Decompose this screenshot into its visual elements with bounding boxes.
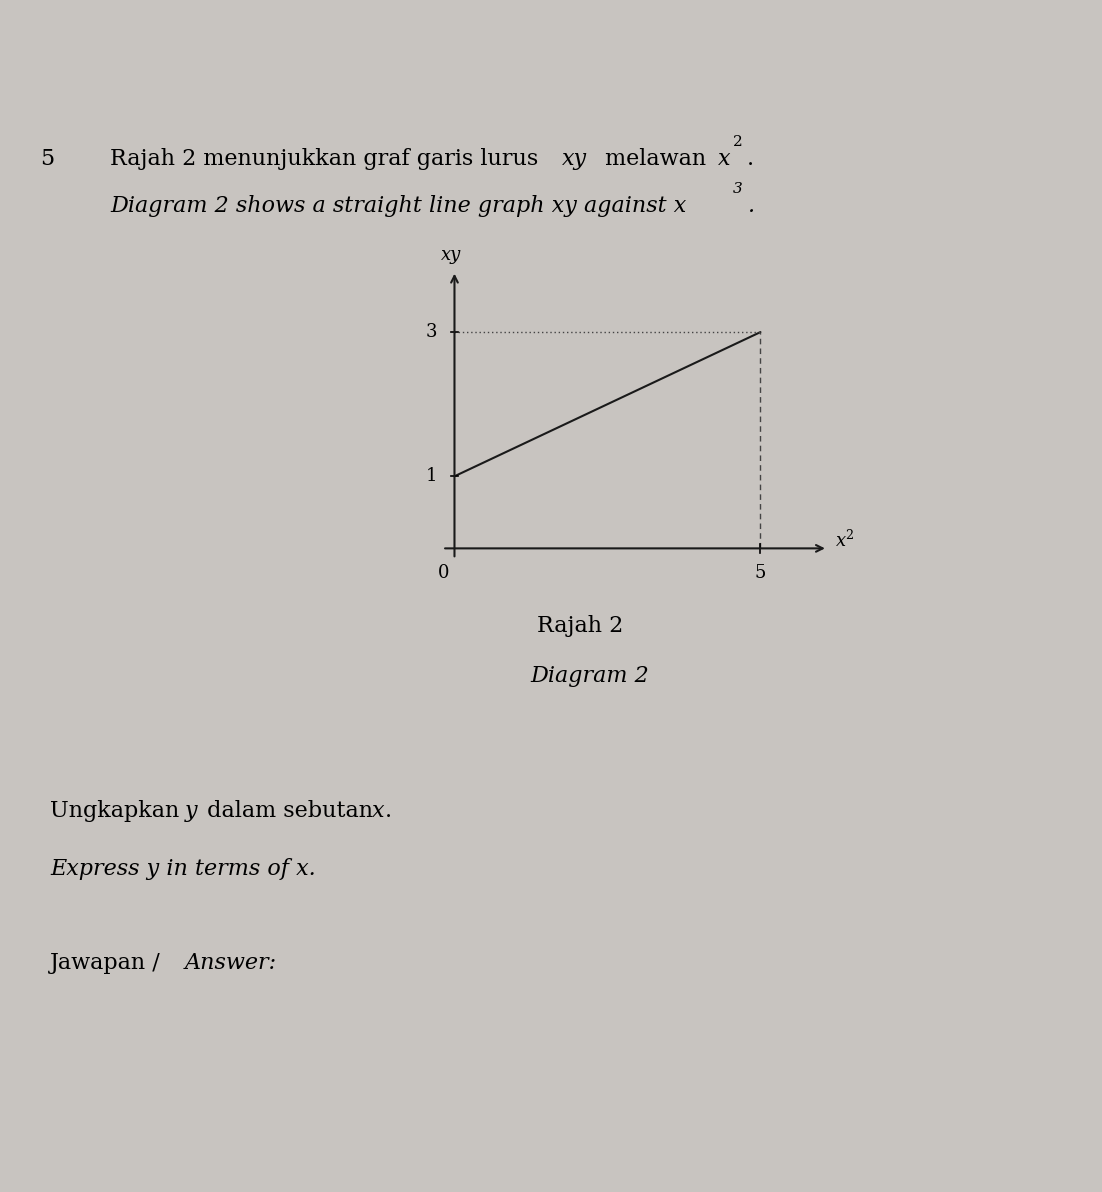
Text: Ungkapkan: Ungkapkan xyxy=(50,800,186,822)
Text: melawan: melawan xyxy=(598,148,713,170)
Text: 2: 2 xyxy=(733,135,743,149)
Text: Rajah 2: Rajah 2 xyxy=(537,615,623,637)
Text: .: . xyxy=(747,195,754,217)
Text: dalam sebutan: dalam sebutan xyxy=(199,800,380,822)
Text: 5: 5 xyxy=(755,564,766,582)
Text: Diagram 2 shows a straight line graph xy against x: Diagram 2 shows a straight line graph xy… xyxy=(110,195,687,217)
Text: Rajah 2 menunjukkan graf garis lurus: Rajah 2 menunjukkan graf garis lurus xyxy=(110,148,545,170)
Text: .: . xyxy=(747,148,754,170)
Text: $x^2$: $x^2$ xyxy=(835,529,855,551)
Text: Diagram 2: Diagram 2 xyxy=(531,665,649,687)
Text: 3: 3 xyxy=(733,182,743,195)
Text: xy: xy xyxy=(562,148,587,170)
Text: 1: 1 xyxy=(425,467,437,485)
Text: 5: 5 xyxy=(40,148,54,170)
Text: Answer:: Answer: xyxy=(185,952,277,974)
Text: x: x xyxy=(372,800,385,822)
Text: .: . xyxy=(385,800,392,822)
Text: xy: xy xyxy=(441,246,462,263)
Text: x: x xyxy=(719,148,731,170)
Text: 0: 0 xyxy=(437,564,450,582)
Text: 3: 3 xyxy=(425,323,437,341)
Text: Jawapan /: Jawapan / xyxy=(50,952,168,974)
Text: y: y xyxy=(185,800,197,822)
Text: Express y in terms of x.: Express y in terms of x. xyxy=(50,858,316,880)
